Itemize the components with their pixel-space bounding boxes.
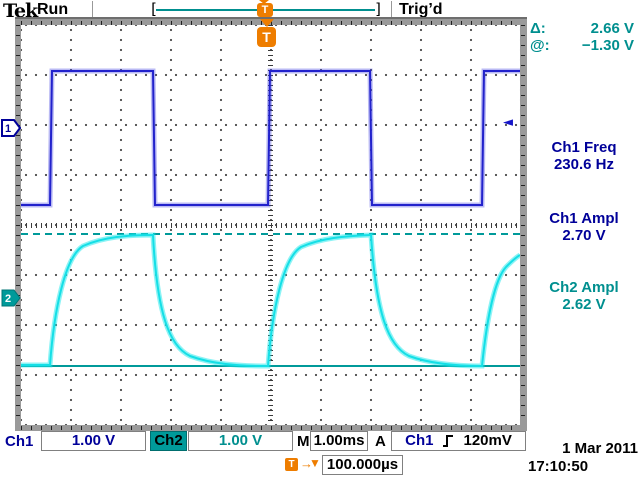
cursor-delta-readout: Δ: 2.66 V xyxy=(530,20,634,37)
trigger-readout: Ch1 120mV xyxy=(391,431,526,451)
measurement-ch1-ampl: Ch1 Ampl 2.70 V xyxy=(528,210,640,244)
right-arrow-icon: → xyxy=(300,456,313,471)
measurement-value: 2.70 V xyxy=(562,227,606,244)
ch1-label: Ch1 xyxy=(5,433,34,450)
ch2-label: Ch2 xyxy=(150,431,187,451)
record-view-left-bracket: [ xyxy=(149,0,159,18)
trigger-level-arrow-icon: ◄ xyxy=(503,115,513,130)
trigger-position-marker-icon: T xyxy=(257,3,273,17)
trigger-source: Ch1 xyxy=(405,432,434,449)
cursor-at-readout: @: −1.30 V xyxy=(530,37,634,54)
trigger-mode-label: A xyxy=(375,433,386,450)
trigger-position-value: 100.000µs xyxy=(322,455,403,475)
ch2-ground-marker: 2 xyxy=(1,289,21,307)
trigger-point-marker-icon: T xyxy=(257,27,276,47)
tek-logo: Tek xyxy=(3,0,38,22)
ch1-ground-marker: 1 xyxy=(1,119,21,137)
measurement-ch1-freq: Ch1 Freq 230.6 Hz xyxy=(528,139,640,173)
cursor-at-value: −1.30 V xyxy=(581,37,634,54)
rising-edge-slope-icon xyxy=(443,435,454,447)
right-tick-strip xyxy=(521,25,525,425)
measurement-ch2-ampl: Ch2 Ampl 2.62 V xyxy=(528,279,640,313)
upper-cursor-line xyxy=(21,233,520,235)
datetime-readout: 1 Mar 2011 17:10:50 xyxy=(528,440,638,476)
ch1-scale-readout: 1.00 V xyxy=(41,431,146,451)
waveform-traces xyxy=(21,68,520,369)
ch1-trace xyxy=(21,68,520,208)
down-pointer-icon: ▼ xyxy=(309,456,321,470)
topbar-divider xyxy=(391,1,392,17)
record-view-right-bracket: ] xyxy=(374,0,384,18)
topbar-divider xyxy=(92,1,93,17)
svg-text:2: 2 xyxy=(5,293,11,305)
cursor-at-label: @: xyxy=(530,37,550,54)
acquisition-status: Run xyxy=(37,1,69,18)
left-tick-strip xyxy=(16,25,20,425)
ch2-trace xyxy=(21,232,520,369)
trigger-level: 120mV xyxy=(463,432,512,449)
measurement-value: 230.6 Hz xyxy=(553,156,615,173)
cursor-delta-label: Δ: xyxy=(530,20,546,37)
measurement-label: Ch1 Ampl xyxy=(549,210,619,227)
trigger-position-pointer-icon xyxy=(259,0,269,4)
trigger-point-pointer-icon xyxy=(260,19,274,27)
cursor-delta-value: 2.66 V xyxy=(590,20,634,37)
measurement-label: Ch1 Freq xyxy=(551,139,617,156)
measurement-label: Ch2 Ampl xyxy=(549,279,619,296)
measurement-value: 2.62 V xyxy=(562,296,606,313)
ch2-scale-readout: 1.00 V xyxy=(188,431,293,451)
trigger-status: Trig’d xyxy=(399,1,443,18)
date: 1 Mar 2011 xyxy=(562,440,638,457)
time: 17:10:50 xyxy=(528,458,589,475)
timebase-label: M xyxy=(297,433,310,450)
bottom-tick-strip xyxy=(21,426,520,430)
waveform-display-area xyxy=(21,25,520,425)
timebase-readout: 1.00ms xyxy=(310,431,368,451)
center-vertical-axis xyxy=(268,25,273,425)
trigger-position-marker-icon: T xyxy=(285,458,298,471)
svg-text:1: 1 xyxy=(5,123,11,135)
